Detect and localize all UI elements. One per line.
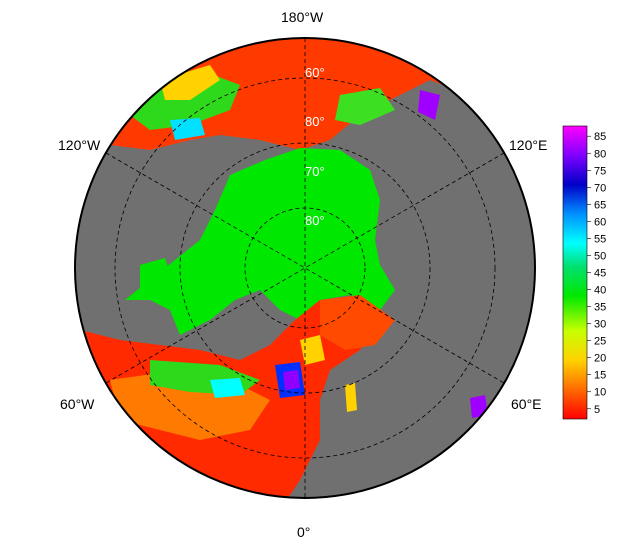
lat-label-80: 80° <box>305 213 325 228</box>
colorbar-tick-label: 35 <box>594 302 606 314</box>
baltic-yellow-patch <box>345 383 357 412</box>
colorbar-tick-label: 30 <box>594 319 606 331</box>
colorbar-tick-label: 65 <box>594 199 606 211</box>
map-outline <box>74 37 536 499</box>
lon-label-120w: 120°W <box>58 137 101 153</box>
colorbar-tick-label: 20 <box>594 353 606 365</box>
lon-label-60e: 60°E <box>511 396 542 412</box>
colorbar-tick-label: 70 <box>594 182 606 194</box>
colorbar-tick-label: 15 <box>594 370 606 382</box>
pacific-yellow-patch <box>160 65 220 100</box>
colorbar-tick-label: 85 <box>594 131 606 143</box>
colorbar-tick-label: 60 <box>594 216 606 228</box>
lon-label-120e: 120°E <box>509 137 548 153</box>
colorbar-tick-label: 40 <box>594 285 606 297</box>
okhotsk-purple-patch <box>418 90 440 120</box>
lon-label-180w: 180°W <box>281 9 324 25</box>
lon-label-60w: 60°W <box>60 396 95 412</box>
colorbar-tick-label: 25 <box>594 336 606 348</box>
bering-green-patch <box>335 88 395 125</box>
colorbar-gradient <box>562 125 588 420</box>
colorbar-tick-label: 45 <box>594 268 606 280</box>
lat-label-70: 70° <box>305 164 325 179</box>
colorbar-tick-label: 80 <box>594 148 606 160</box>
colorbar-tick-label: 75 <box>594 165 606 177</box>
lat-label-80-outer: 80° <box>305 114 325 129</box>
colorbar-tick-label: 10 <box>594 387 606 399</box>
lon-label-0: 0° <box>297 524 311 540</box>
graticule <box>105 38 505 498</box>
med-purple-patch <box>470 395 488 418</box>
atlantic-cyan-patch <box>210 378 245 398</box>
colorbar-tick-label: 5 <box>594 404 600 416</box>
colorbar: 85 80 75 70 65 60 55 50 45 40 35 30 25 20 15 10 5 <box>562 125 606 420</box>
lat-label-60: 60° <box>305 65 325 80</box>
colorbar-tick-label: 55 <box>594 233 606 245</box>
atlantic-purple-patch <box>283 370 300 390</box>
norway-yellow-patch <box>300 335 325 365</box>
colorbar-tick-label: 50 <box>594 250 606 262</box>
pacific-cyan-patch <box>170 118 205 140</box>
arctic-ocean-field <box>125 148 395 335</box>
hudson-bay-field <box>140 258 172 300</box>
